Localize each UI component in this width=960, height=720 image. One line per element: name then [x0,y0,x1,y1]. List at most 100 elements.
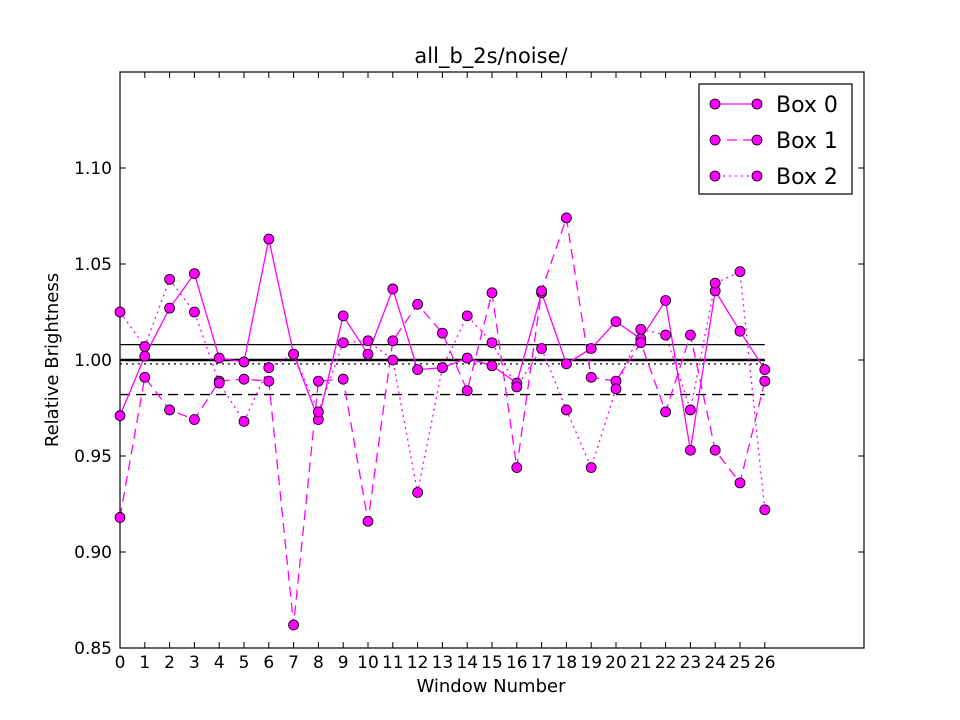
data-point-box-0 [685,444,696,456]
y-tick-label: 1.00 [74,351,112,371]
x-tick-label: 2 [164,653,175,673]
data-point-box-0 [114,410,126,422]
legend-label-box-2: Box 2 [776,165,838,190]
y-tick-label: 1.10 [74,159,112,179]
data-point-box-1 [585,371,597,383]
data-point-box-1 [759,375,771,387]
y-axis-label: Relative Brightness [42,273,63,447]
data-point-box-0 [263,233,275,245]
x-tick-label: 5 [239,653,250,673]
legend-marker-box-1 [709,134,721,146]
data-point-box-1 [387,335,399,347]
data-point-box-0 [362,348,374,360]
data-point-box-1 [412,298,424,310]
data-point-box-2 [436,362,448,374]
data-point-box-1 [263,375,275,387]
data-point-box-2 [461,310,473,322]
legend-marker-box-2 [751,170,763,182]
data-point-box-2 [685,404,696,416]
data-point-box-0 [164,302,176,314]
x-tick-label: 6 [263,653,274,673]
data-point-box-1 [164,404,176,416]
data-point-box-1 [536,285,547,297]
data-point-box-1 [362,515,374,527]
data-point-box-2 [362,335,374,347]
y-tick-label: 1.05 [74,255,112,275]
x-tick-label: 15 [481,653,503,673]
data-point-box-1 [337,373,349,385]
x-tick-label: 22 [655,653,677,673]
data-point-box-0 [387,283,399,295]
data-point-box-2 [660,329,671,341]
legend-marker-box-2 [709,170,721,182]
x-tick-label: 14 [456,653,478,673]
data-point-box-1 [486,287,498,299]
data-point-box-2 [561,404,572,416]
data-point-box-2 [139,341,151,352]
data-point-box-2 [188,306,200,318]
data-point-box-2 [759,504,771,516]
data-point-box-1 [238,373,250,385]
data-point-box-0 [188,268,200,280]
x-tick-label: 9 [338,653,349,673]
data-point-box-1 [139,371,151,383]
legend-marker-box-1 [751,134,763,146]
x-tick-label: 17 [531,653,553,673]
data-point-box-1 [288,619,300,631]
data-point-box-0 [561,358,572,370]
data-point-box-2 [387,354,399,366]
data-point-box-0 [610,316,622,328]
data-point-box-2 [486,337,498,349]
x-tick-label: 1 [139,653,150,673]
data-point-box-2 [536,343,547,354]
x-tick-label: 25 [729,653,751,673]
data-point-box-0 [461,352,473,364]
data-point-box-1 [660,406,671,418]
data-point-box-0 [139,350,151,362]
data-point-box-0 [759,364,771,376]
data-point-box-0 [213,352,225,364]
data-point-box-2 [312,406,324,418]
x-tick-label: 10 [357,653,379,673]
legend-label-box-1: Box 1 [776,129,838,154]
data-point-box-1 [461,385,473,397]
data-point-box-2 [114,306,126,318]
x-tick-label: 16 [506,653,528,673]
data-point-box-2 [734,266,746,278]
data-point-box-1 [635,337,647,349]
x-tick-label: 0 [115,653,126,673]
x-tick-label: 7 [288,653,299,673]
x-tick-label: 21 [630,653,652,673]
data-point-box-0 [486,360,498,372]
data-point-box-0 [660,295,671,306]
data-point-box-2 [635,323,647,335]
data-point-box-1 [561,212,572,224]
x-tick-label: 4 [214,653,225,673]
data-point-box-2 [412,487,424,498]
x-axis-label: Window Number [416,676,566,697]
x-tick-label: 13 [432,653,454,673]
data-point-box-1 [114,512,126,523]
data-point-box-0 [585,343,597,354]
data-point-box-2 [238,416,250,427]
data-point-box-0 [412,364,424,376]
legend-label-box-0: Box 0 [776,93,838,118]
data-point-box-2 [213,377,225,389]
legend: Box 0 Box 1 Box 2 [698,83,853,195]
data-point-box-1 [734,477,746,489]
data-point-box-2 [709,277,721,289]
x-tick-label: 8 [313,653,324,673]
data-point-box-0 [238,356,250,368]
x-tick-label: 23 [680,653,702,673]
data-point-box-1 [436,327,448,339]
y-tick-label: 0.85 [74,639,112,659]
data-point-box-2 [288,348,300,360]
data-point-box-1 [709,444,721,456]
x-tick-label: 11 [382,653,404,673]
x-tick-label: 12 [407,653,429,673]
x-tick-label: 3 [189,653,200,673]
data-point-box-2 [337,337,349,349]
data-point-box-0 [337,310,349,322]
x-tick-label: 24 [704,653,726,673]
